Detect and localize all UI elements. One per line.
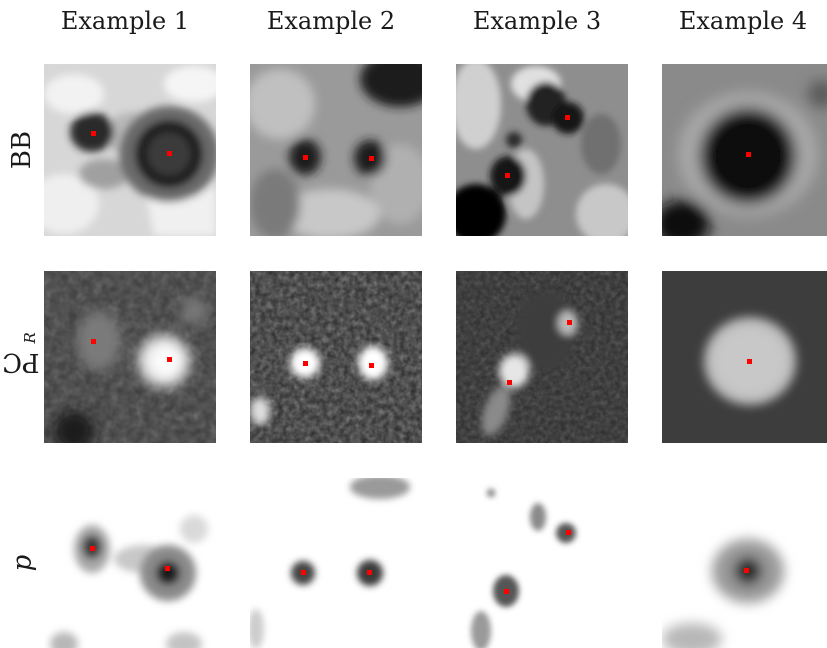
- centerline-marker: [369, 363, 374, 368]
- pcr-image-example-3: [456, 271, 628, 443]
- bb-image-example-2: [250, 64, 422, 236]
- row-label-p: p: [2, 478, 42, 648]
- bb-image-example-3: [456, 64, 628, 236]
- pcr-image-example-4: [662, 271, 827, 443]
- centerline-marker: [167, 151, 172, 156]
- centerline-marker: [566, 530, 571, 535]
- row-label-p-text: p: [7, 554, 37, 572]
- row-label-pcr: PC R: [2, 271, 42, 443]
- centerline-marker: [744, 568, 749, 573]
- column-header-example-3: Example 3: [472, 7, 602, 35]
- centerline-marker: [507, 380, 512, 385]
- centerline-marker: [165, 566, 170, 571]
- row-label-pcr-text: PC: [1, 347, 40, 378]
- centerline-marker: [567, 320, 572, 325]
- pcr-image-example-2: [250, 271, 422, 443]
- centerline-marker: [369, 156, 374, 161]
- centerline-marker: [565, 115, 570, 120]
- bb-image-example-1: [44, 64, 216, 236]
- centerline-marker: [505, 173, 510, 178]
- centerline-marker: [303, 361, 308, 366]
- row-label-pcr-subscript: R: [20, 332, 39, 344]
- centerline-marker: [747, 359, 752, 364]
- centerline-marker: [91, 131, 96, 136]
- centerline-marker: [504, 589, 509, 594]
- p-map-example-1: [44, 478, 216, 648]
- p-map-example-3: [456, 478, 628, 648]
- column-header-example-4: Example 4: [678, 7, 808, 35]
- column-header-example-2: Example 2: [266, 7, 396, 35]
- centerline-marker: [91, 339, 96, 344]
- centerline-marker: [301, 570, 306, 575]
- centerline-marker: [367, 570, 372, 575]
- centerline-marker: [303, 155, 308, 160]
- row-label-bb-text: BB: [7, 130, 37, 170]
- pcr-image-example-1: [44, 271, 216, 443]
- row-label-bb: BB: [2, 64, 42, 236]
- centerline-marker: [90, 546, 95, 551]
- p-map-example-4: [662, 478, 827, 648]
- bb-image-example-4: [662, 64, 827, 236]
- centerline-marker: [167, 357, 172, 362]
- column-header-example-1: Example 1: [60, 7, 190, 35]
- p-map-example-2: [250, 478, 422, 648]
- centerline-marker: [746, 152, 751, 157]
